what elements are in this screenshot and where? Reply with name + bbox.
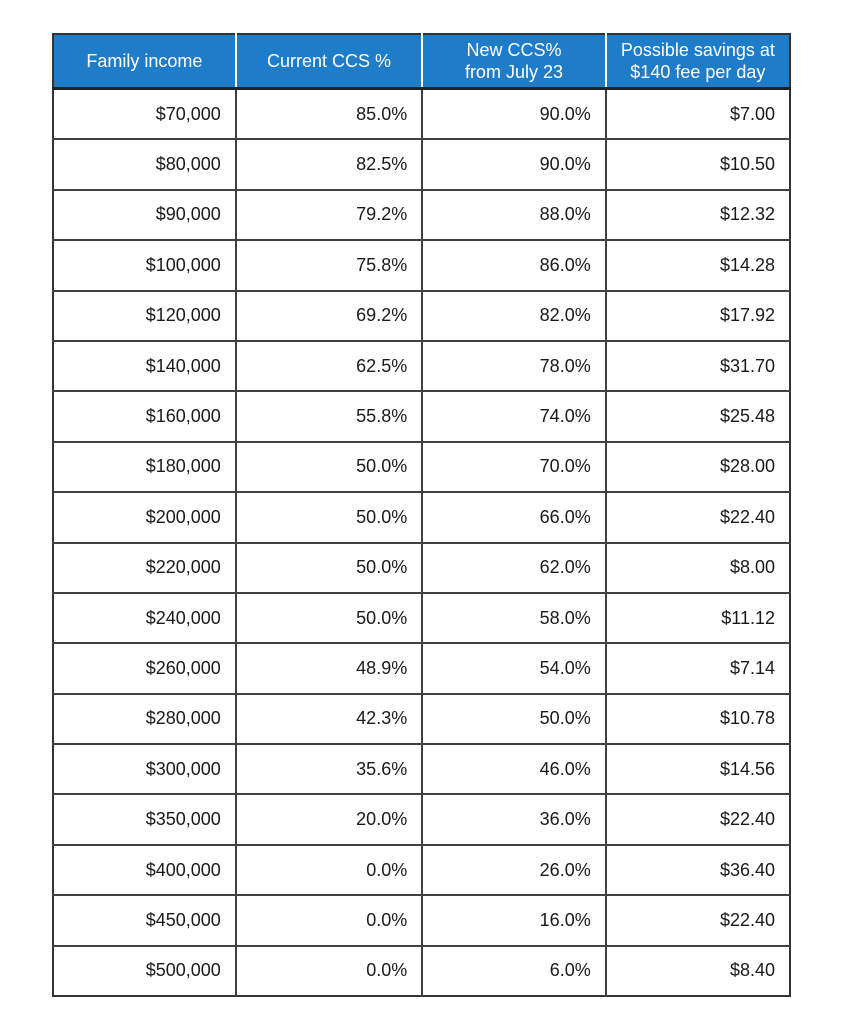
table-body: $70,000 85.0% 90.0% $7.00 $80,000 82.5% 90.0% $…	[53, 88, 790, 997]
table-row: $160,000 55.8% 74.0% $25.48	[53, 390, 790, 442]
table-cell: $220,000	[53, 541, 236, 593]
table-cell: $36.40	[604, 843, 790, 896]
table-cell: 69.2%	[234, 289, 423, 341]
table-cell: $7.14	[604, 642, 790, 694]
table-cell: $260,000	[53, 642, 236, 694]
header-current-ccs: Current CCS %	[234, 34, 423, 90]
table-cell: 36.0%	[421, 793, 606, 845]
table-cell: 88.0%	[421, 188, 606, 241]
table-cell: 50.0%	[234, 491, 423, 543]
table-row: $240,000 50.0% 58.0% $11.12	[53, 591, 790, 644]
table-cell: $400,000	[53, 843, 236, 896]
table-cell: $11.12	[604, 591, 790, 644]
table-row: $280,000 42.3% 50.0% $10.78	[53, 692, 790, 745]
table-cell: 58.0%	[421, 591, 606, 644]
header-family-income: Family income	[53, 34, 236, 90]
table-cell: 85.0%	[234, 88, 423, 140]
table-cell: 48.9%	[234, 642, 423, 694]
table-cell: 55.8%	[234, 390, 423, 442]
table-row: $350,000 20.0% 36.0% $22.40	[53, 793, 790, 845]
table-cell: 50.0%	[234, 440, 423, 493]
table-header: Family income Current CCS % New CCS% fro…	[53, 34, 790, 90]
table-cell: $22.40	[604, 491, 790, 543]
table-cell: 46.0%	[421, 743, 606, 795]
table-row: $180,000 50.0% 70.0% $28.00	[53, 440, 790, 493]
table-cell: 35.6%	[234, 743, 423, 795]
table-cell: 90.0%	[421, 88, 606, 140]
table-cell: 50.0%	[234, 541, 423, 593]
table-cell: $100,000	[53, 239, 236, 291]
table-row: $140,000 62.5% 78.0% $31.70	[53, 339, 790, 392]
table-cell: $450,000	[53, 894, 236, 946]
table-cell: 0.0%	[234, 944, 423, 997]
table-cell: 82.0%	[421, 289, 606, 341]
header-new-ccs: New CCS% from July 23	[421, 34, 606, 90]
table-cell: $120,000	[53, 289, 236, 341]
table-cell: $280,000	[53, 692, 236, 745]
table-row: $100,000 75.8% 86.0% $14.28	[53, 239, 790, 291]
table-cell: $22.40	[604, 894, 790, 946]
table-cell: 75.8%	[234, 239, 423, 291]
table-cell: $17.92	[604, 289, 790, 341]
table-cell: $14.28	[604, 239, 790, 291]
table-row: $300,000 35.6% 46.0% $14.56	[53, 743, 790, 795]
table-cell: $500,000	[53, 944, 236, 997]
table-cell: 20.0%	[234, 793, 423, 845]
table-cell: $80,000	[53, 138, 236, 190]
table-cell: $12.32	[604, 188, 790, 241]
table-cell: 0.0%	[234, 843, 423, 896]
table-cell: $25.48	[604, 390, 790, 442]
table-cell: 62.0%	[421, 541, 606, 593]
table-cell: 50.0%	[234, 591, 423, 644]
table-cell: 90.0%	[421, 138, 606, 190]
table-cell: 26.0%	[421, 843, 606, 896]
table-cell: 62.5%	[234, 339, 423, 392]
header-possible-savings: Possible savings at $140 fee per day	[604, 34, 790, 90]
table-cell: 70.0%	[421, 440, 606, 493]
table-cell: 54.0%	[421, 642, 606, 694]
table-cell: 82.5%	[234, 138, 423, 190]
table-row: $200,000 50.0% 66.0% $22.40	[53, 491, 790, 543]
table-cell: 86.0%	[421, 239, 606, 291]
table-cell: $140,000	[53, 339, 236, 392]
table-cell: 66.0%	[421, 491, 606, 543]
table-cell: 6.0%	[421, 944, 606, 997]
table-row: $500,000 0.0% 6.0% $8.40	[53, 944, 790, 997]
table-cell: $10.78	[604, 692, 790, 745]
table-cell: $160,000	[53, 390, 236, 442]
table-cell: 42.3%	[234, 692, 423, 745]
table-cell: 74.0%	[421, 390, 606, 442]
ccs-subsidy-table: Family income Current CCS % New CCS% fro…	[52, 33, 791, 998]
table-row: $90,000 79.2% 88.0% $12.32	[53, 188, 790, 241]
table-cell: $180,000	[53, 440, 236, 493]
header-row: Family income Current CCS % New CCS% fro…	[53, 34, 790, 90]
table-row: $80,000 82.5% 90.0% $10.50	[53, 138, 790, 190]
table-cell: $14.56	[604, 743, 790, 795]
table-cell: $22.40	[604, 793, 790, 845]
table-cell: $200,000	[53, 491, 236, 543]
table-cell: $28.00	[604, 440, 790, 493]
table-row: $120,000 69.2% 82.0% $17.92	[53, 289, 790, 341]
table-cell: $70,000	[53, 88, 236, 140]
table-cell: 78.0%	[421, 339, 606, 392]
table-cell: 50.0%	[421, 692, 606, 745]
table-cell: $240,000	[53, 591, 236, 644]
table-cell: $31.70	[604, 339, 790, 392]
table-row: $450,000 0.0% 16.0% $22.40	[53, 894, 790, 946]
table-cell: $8.40	[604, 944, 790, 997]
table-cell: 16.0%	[421, 894, 606, 946]
table-cell: $350,000	[53, 793, 236, 845]
table-cell: 79.2%	[234, 188, 423, 241]
table-row: $260,000 48.9% 54.0% $7.14	[53, 642, 790, 694]
table-cell: $10.50	[604, 138, 790, 190]
table-cell: $90,000	[53, 188, 236, 241]
table-cell: $7.00	[604, 88, 790, 140]
table-row: $400,000 0.0% 26.0% $36.40	[53, 843, 790, 896]
table-cell: $8.00	[604, 541, 790, 593]
table-row: $70,000 85.0% 90.0% $7.00	[53, 88, 790, 140]
table-row: $220,000 50.0% 62.0% $8.00	[53, 541, 790, 593]
table-cell: 0.0%	[234, 894, 423, 946]
table-cell: $300,000	[53, 743, 236, 795]
